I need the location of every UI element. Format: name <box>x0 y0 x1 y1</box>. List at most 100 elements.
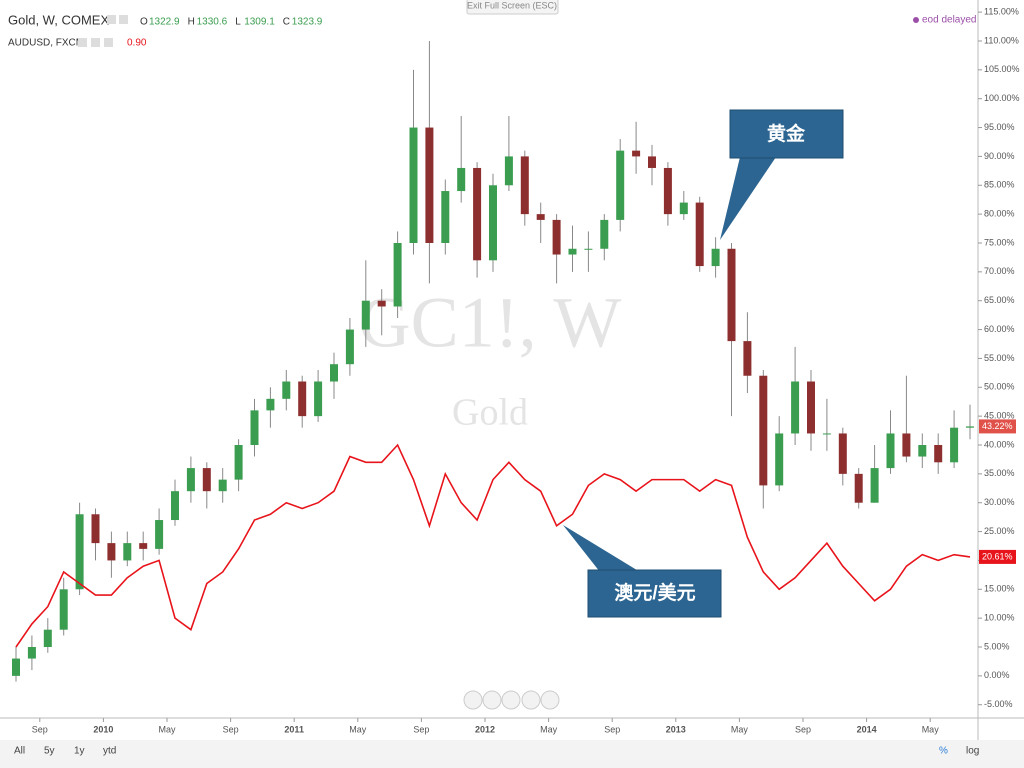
x-tick-label: May <box>540 724 558 734</box>
candle-body <box>727 248 736 342</box>
candle-body <box>854 473 863 503</box>
symbol-label: Gold, W, COMEX <box>8 12 109 27</box>
callout-box <box>587 569 722 618</box>
y-tick-label: 15.00% <box>984 584 1015 594</box>
y-tick-label: 75.00% <box>984 237 1015 247</box>
x-tick-label: 2010 <box>93 724 113 734</box>
candle-body <box>457 167 466 192</box>
scroll-left-button[interactable] <box>463 690 483 710</box>
x-tick-label: Sep <box>604 724 620 734</box>
toolbar <box>0 740 1024 768</box>
x-tick-label: 2012 <box>475 724 495 734</box>
y-tick-label: 65.00% <box>984 295 1015 305</box>
y-tick-label: -5.00% <box>984 699 1013 709</box>
y-tick-label: 0.00% <box>984 670 1010 680</box>
exit-fullscreen-button[interactable] <box>466 0 559 15</box>
status-label: eod delayed <box>922 15 977 26</box>
candle-body <box>202 468 211 492</box>
x-tick-label: 2013 <box>666 724 686 734</box>
callout-box <box>729 109 844 159</box>
y-tick-label: 90.00% <box>984 151 1015 161</box>
last-value-label: 20.61% <box>982 551 1013 561</box>
icon[interactable] <box>119 15 128 24</box>
ohlc-label: O <box>140 17 148 28</box>
scale-button[interactable]: log <box>966 746 979 757</box>
candle-body <box>91 514 100 544</box>
x-tick-label: May <box>349 724 367 734</box>
range-button[interactable]: ytd <box>103 746 116 757</box>
candle-body <box>632 150 641 157</box>
callout-label: 澳元/美元 <box>614 581 695 604</box>
x-tick-label: May <box>731 724 749 734</box>
range-button[interactable]: 5y <box>44 746 55 757</box>
y-tick-label: 50.00% <box>984 382 1015 392</box>
ohlc-value: 1323.9 <box>292 17 323 28</box>
last-value-box <box>979 549 1016 564</box>
icon[interactable] <box>91 38 100 47</box>
y-tick-label: 25.00% <box>984 526 1015 536</box>
ohlc-value: 1322.9 <box>149 17 180 28</box>
candle-body <box>43 629 52 648</box>
zoom-out-button[interactable] <box>482 690 502 710</box>
candle-body <box>314 381 323 417</box>
last-value-label: 43.22% <box>982 421 1013 431</box>
candle-body <box>123 543 132 561</box>
x-tick-label: Sep <box>223 724 239 734</box>
watermark-title: GC1!, W <box>359 283 622 363</box>
candle-body <box>536 214 545 220</box>
candle-body <box>918 444 927 457</box>
range-button[interactable]: All <box>14 746 25 757</box>
candle-body <box>12 658 20 676</box>
y-tick-label: 5.00% <box>984 641 1010 651</box>
y-tick-label: 85.00% <box>984 180 1015 190</box>
candle-body <box>425 127 434 243</box>
scale-button[interactable]: % <box>939 746 948 757</box>
candle-body <box>504 156 513 186</box>
y-tick-label: 35.00% <box>984 468 1015 478</box>
y-tick-label: 40.00% <box>984 439 1015 449</box>
x-tick-label: Sep <box>32 724 48 734</box>
candle-body <box>441 191 450 243</box>
candle-body <box>934 444 943 463</box>
candle-body <box>473 167 482 261</box>
compare-symbol-label: AUDUSD, FXCM <box>8 38 84 49</box>
compare-value: 0.90 <box>127 38 147 49</box>
zoom-in-button[interactable] <box>521 690 541 710</box>
x-tick-label: May <box>922 724 940 734</box>
candle-body <box>75 514 84 590</box>
candle-body <box>600 219 609 249</box>
candle-body <box>966 426 974 428</box>
candle-body <box>759 375 768 486</box>
candle-body <box>663 167 672 215</box>
candle-body <box>648 156 656 168</box>
icon[interactable] <box>104 38 113 47</box>
range-button[interactable]: 1y <box>74 746 85 757</box>
candle-body <box>807 381 815 434</box>
candle-body <box>568 248 577 255</box>
y-tick-label: 115.00% <box>984 6 1019 16</box>
y-tick-label: 80.00% <box>984 209 1015 219</box>
candle-body <box>186 468 195 492</box>
candle-body <box>330 364 338 382</box>
watermark-subtitle: Gold <box>452 392 528 434</box>
exit-fullscreen-label[interactable]: Exit Full Screen (ESC) <box>467 0 557 10</box>
y-tick-label: 105.00% <box>984 64 1020 74</box>
y-tick-label: 55.00% <box>984 353 1015 363</box>
candle-body <box>679 202 688 215</box>
candle-body <box>886 433 895 469</box>
callout-label: 黄金 <box>767 122 806 145</box>
y-tick-label: 95.00% <box>984 122 1015 132</box>
candle-body <box>298 381 307 417</box>
annotations: 黄金 澳元/美元 <box>563 109 844 618</box>
x-tick-label: May <box>158 724 176 734</box>
candle-body <box>171 491 179 521</box>
candle-body <box>218 479 227 492</box>
reset-button[interactable] <box>501 690 521 710</box>
candle-body <box>234 444 243 480</box>
icon[interactable] <box>107 15 116 24</box>
scroll-right-button[interactable] <box>540 690 560 710</box>
candle-body <box>107 543 116 561</box>
icon[interactable] <box>78 38 87 47</box>
candle-body <box>838 433 847 474</box>
ohlc-value: 1309.1 <box>244 17 275 28</box>
